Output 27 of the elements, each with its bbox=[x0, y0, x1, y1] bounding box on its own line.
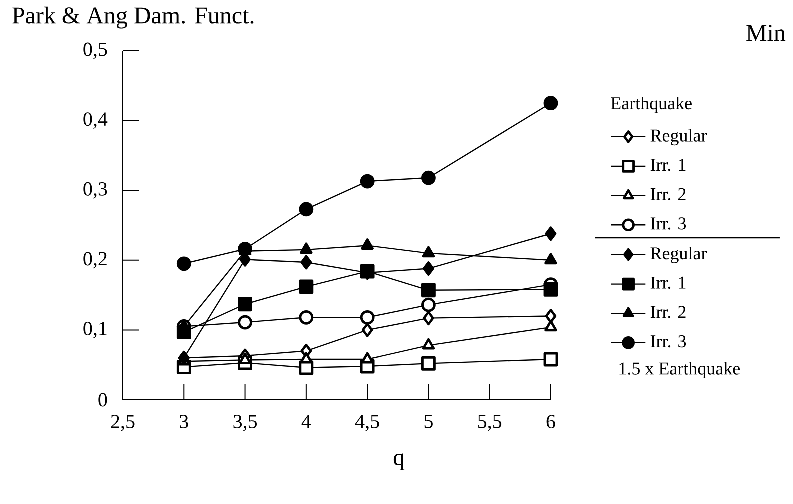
y-tick-label: 0,3 bbox=[84, 182, 108, 199]
y-tick-label: 0 bbox=[98, 393, 108, 407]
y-tick-label: 0,5 bbox=[84, 42, 108, 60]
legend-label: Irr. 1 bbox=[650, 159, 686, 172]
x-tick-label: 6 bbox=[546, 415, 556, 428]
y-tick-label: 0,4 bbox=[84, 112, 108, 129]
y-axis-title: Park & Ang Dam. Funct. bbox=[12, 6, 254, 29]
y-tick-label: 0,1 bbox=[84, 322, 107, 338]
x-axis-title: q bbox=[394, 454, 405, 470]
legend-label: Irr. 3 bbox=[650, 335, 686, 348]
legend-label: Irr. 3 bbox=[650, 218, 686, 230]
legend-label: Irr. 2 bbox=[650, 306, 686, 318]
legend-title: Earthquake bbox=[611, 96, 692, 114]
x-tick-label: 3 bbox=[180, 415, 188, 428]
x-tick-label: 2,5 bbox=[111, 415, 135, 432]
text: 1.5 x Earthquake bbox=[620, 362, 740, 378]
legend-label: Regular bbox=[650, 129, 708, 146]
text: Min bbox=[746, 25, 786, 41]
x-tick-label: 5 bbox=[424, 415, 433, 428]
y-tick-label: 0,2 bbox=[84, 252, 107, 269]
legend-label: Regular bbox=[650, 247, 708, 264]
legend-label: Irr. 1 bbox=[650, 276, 686, 290]
x-tick-label: 4 bbox=[302, 415, 312, 428]
legend-label: Irr. 2 bbox=[650, 188, 686, 201]
x-tick-label: 5,5 bbox=[478, 415, 502, 432]
x-tick-label: 3,5 bbox=[234, 415, 258, 432]
x-tick-label: 4,5 bbox=[355, 415, 380, 432]
